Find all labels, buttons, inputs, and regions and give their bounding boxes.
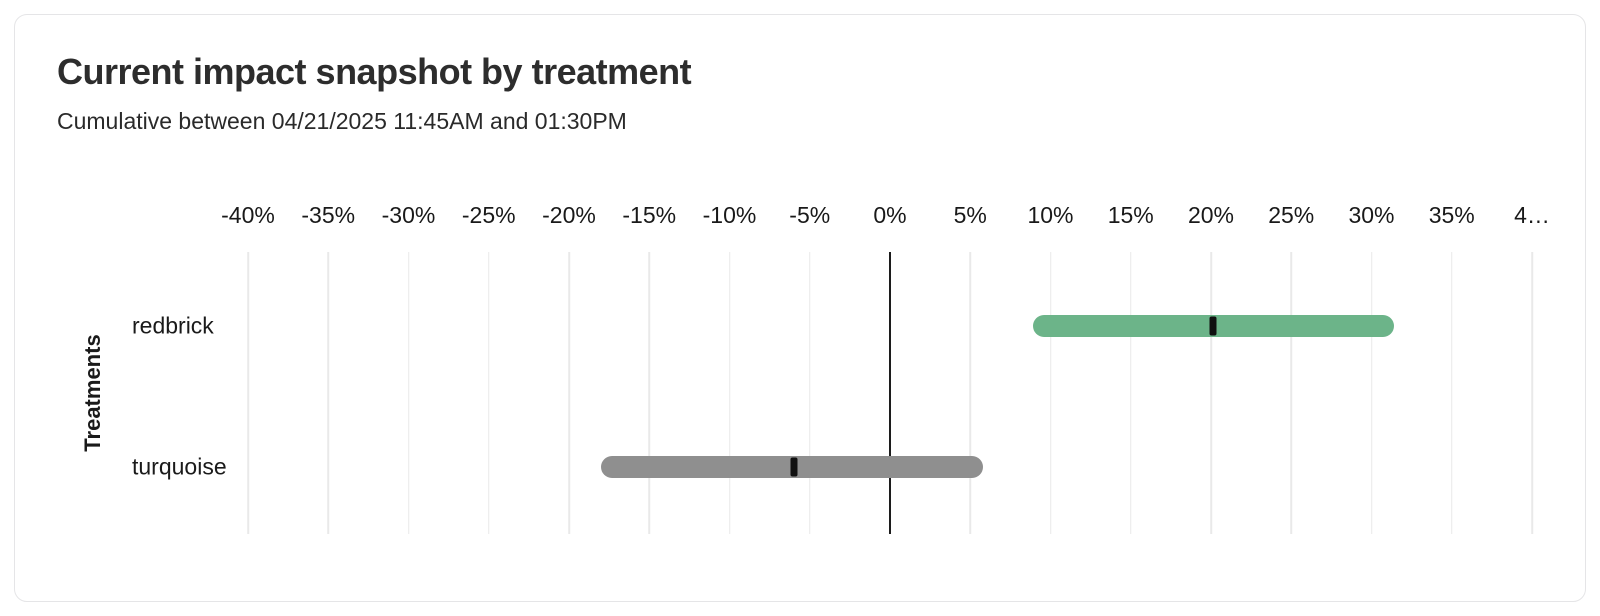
x-tick-label: -5% [789,202,831,228]
x-tick-label: -40% [221,202,275,228]
gridline [1370,252,1373,534]
x-tick-label: 15% [1107,202,1154,228]
x-tick-label: -25% [461,202,516,228]
gridline [407,252,410,534]
gridline [568,252,570,534]
x-tick-label: -35% [301,202,356,228]
y-axis-title: Treatments [80,334,105,452]
x-tick-label: 25% [1268,202,1315,228]
category-label-turquoise: turquoise [132,453,227,479]
plot-area [247,252,1533,534]
gridline [488,252,490,534]
gridline [1290,252,1292,534]
gridline [1210,252,1212,534]
zero-axis-line [889,252,891,534]
x-tick-label: 4… [1514,202,1550,228]
gridline [648,252,650,534]
x-axis-tick-labels: -40% -35% -30% -25% -20% -15% -10% -5% 0% 5% 10% 15… [221,201,1550,229]
gridline [809,252,811,534]
ci-bar-redbrick[interactable] [1032,314,1394,337]
x-tick-label: 30% [1348,202,1395,228]
gridline [1531,252,1533,534]
x-tick-label: -15% [622,202,677,228]
point-estimate-marker [1209,316,1217,335]
ci-bar-turquoise[interactable] [601,455,984,478]
x-tick-label: 35% [1428,202,1475,228]
x-tick-label: 10% [1027,202,1074,228]
chart-subtitle: Cumulative between 04/21/2025 11:45AM an… [57,108,627,134]
gridline [1451,252,1453,534]
gridline [327,252,329,534]
gridline [1049,252,1052,534]
x-tick-label: -20% [542,202,596,228]
x-tick-label: 20% [1187,202,1235,228]
x-tick-label: -30% [381,202,436,228]
chart-card: Current impact snapshot by treatment Cum… [14,14,1586,602]
x-tick-label: 5% [953,202,987,228]
category-label-redbrick: redbrick [132,312,214,338]
gridline [728,252,731,534]
gridline [1130,252,1132,534]
x-tick-label: -10% [702,202,757,228]
x-tick-label: 0% [873,202,907,228]
gridline [247,252,249,534]
gridline [969,252,971,534]
point-estimate-marker [790,457,798,476]
chart-title: Current impact snapshot by treatment [57,51,692,92]
